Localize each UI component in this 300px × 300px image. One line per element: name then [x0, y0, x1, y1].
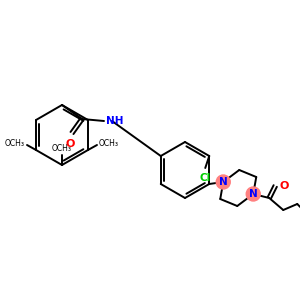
Text: O: O: [65, 139, 75, 149]
Text: OCH₃: OCH₃: [52, 144, 72, 153]
Circle shape: [246, 187, 260, 201]
Text: OCH₃: OCH₃: [99, 140, 119, 148]
Text: O: O: [279, 181, 289, 191]
Text: Cl: Cl: [200, 173, 211, 183]
Text: N: N: [219, 177, 228, 187]
Text: NH: NH: [106, 116, 124, 126]
Text: N: N: [249, 189, 258, 199]
Circle shape: [216, 175, 230, 189]
Text: OCH₃: OCH₃: [5, 140, 25, 148]
